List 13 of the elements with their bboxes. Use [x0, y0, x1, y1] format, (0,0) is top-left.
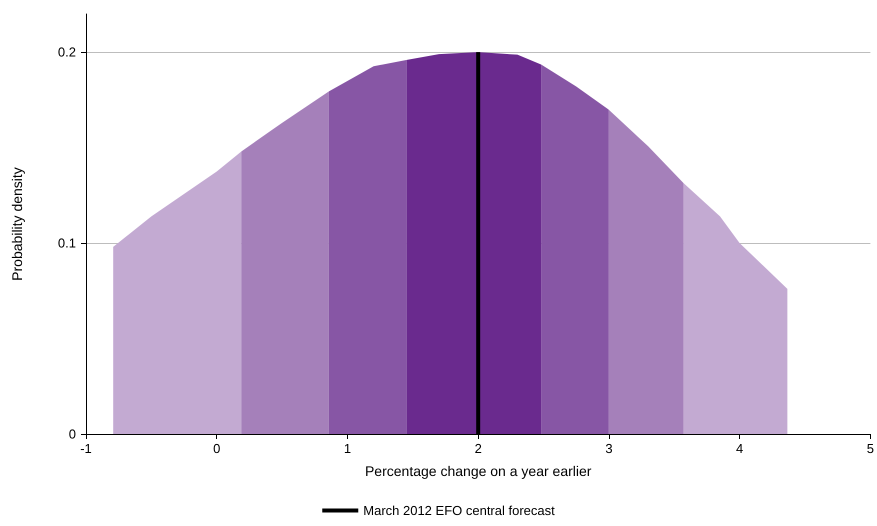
x-tick-label: 3 [605, 441, 613, 456]
legend-label: March 2012 EFO central forecast [363, 503, 556, 518]
y-axis-title: Probability density [9, 167, 25, 281]
y-tick-label: 0.1 [58, 236, 76, 251]
y-tick-label: 0 [68, 426, 76, 442]
x-tick-label: 0 [213, 441, 220, 456]
x-axis-title: Percentage change on a year earlier [364, 463, 592, 479]
x-tick-label: 5 [866, 441, 874, 456]
x-tick-label: 1 [344, 441, 352, 456]
x-tick-label: 4 [736, 441, 744, 456]
x-tick-label: 2 [474, 441, 482, 456]
y-tick-label: 0.2 [58, 44, 76, 60]
x-tick-label: -1 [80, 441, 92, 456]
